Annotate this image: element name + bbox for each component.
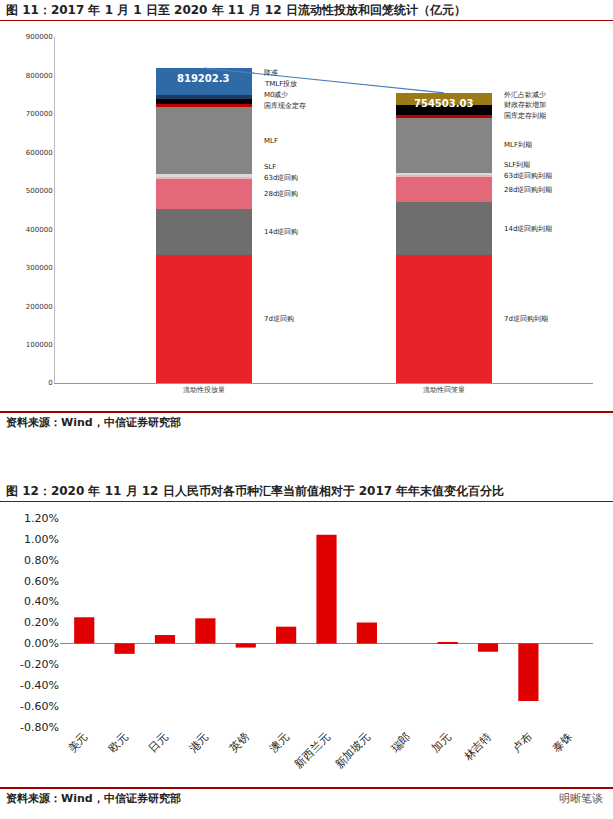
svg-text:瑞郎: 瑞郎 <box>389 730 414 755</box>
svg-text:600000: 600000 <box>26 149 53 157</box>
svg-text:MLF: MLF <box>264 137 278 145</box>
svg-text:日元: 日元 <box>146 730 171 755</box>
svg-text:-0.20%: -0.20% <box>20 658 59 671</box>
svg-text:28d逆回购到期: 28d逆回购到期 <box>504 186 552 194</box>
svg-text:新加坡元: 新加坡元 <box>333 730 373 770</box>
svg-text:7d逆回购到期: 7d逆回购到期 <box>504 315 548 323</box>
svg-text:降准: 降准 <box>264 69 278 77</box>
svg-text:14d逆回购到期: 14d逆回购到期 <box>504 225 552 233</box>
svg-text:美元: 美元 <box>65 730 90 755</box>
html-text:资料来源：Wind，中信证券研究部: 资料来源：Wind，中信证券研究部 <box>6 792 181 805</box>
svg-text:英镑: 英镑 <box>227 730 252 755</box>
svg-text:加元: 加元 <box>429 730 454 755</box>
svg-text:外汇占款减少: 外汇占款减少 <box>504 91 546 99</box>
svg-text:澳元: 澳元 <box>267 730 292 755</box>
svg-text:28d逆回购: 28d逆回购 <box>264 190 298 198</box>
svg-text:1.00%: 1.00% <box>24 533 59 546</box>
svg-text:300000: 300000 <box>26 264 53 272</box>
svg-text:819202.3: 819202.3 <box>177 73 230 84</box>
svg-text:SLF: SLF <box>264 163 276 171</box>
svg-text:欧元: 欧元 <box>106 730 131 755</box>
svg-text:财政存款增加: 财政存款增加 <box>504 101 546 109</box>
svg-text:0.20%: 0.20% <box>24 616 59 629</box>
svg-text:-0.60%: -0.60% <box>20 700 59 713</box>
svg-text:1.20%: 1.20% <box>24 512 59 525</box>
svg-text:TMLF投放: TMLF投放 <box>264 80 297 88</box>
html-text:资料来源：Wind，中信证券研究部: 资料来源：Wind，中信证券研究部 <box>6 416 181 429</box>
svg-text:14d逆回购: 14d逆回购 <box>264 228 298 236</box>
svg-text:0.80%: 0.80% <box>24 554 59 567</box>
svg-text:MLF到期: MLF到期 <box>504 141 532 149</box>
html-text:图 12：2020 年 11 月 12 日人民币对各币种汇率: 图 12：2020 年 11 月 12 日人民币对各币种汇率当前值相对于 201… <box>6 484 505 498</box>
svg-text:63d逆回购到期: 63d逆回购到期 <box>504 172 552 180</box>
svg-text:700000: 700000 <box>26 110 53 118</box>
svg-text:0.00%: 0.00% <box>24 637 59 650</box>
html-text:图 11：2017 年 1 月 1 日至 2020 年 11: 图 11：2017 年 1 月 1 日至 2020 年 11 月 12 日流动性… <box>6 3 466 17</box>
svg-text:0: 0 <box>48 379 52 387</box>
svg-text:M0减少: M0减少 <box>264 91 289 99</box>
svg-text:泰铢: 泰铢 <box>550 730 575 755</box>
svg-text:200000: 200000 <box>26 303 53 311</box>
svg-text:0.60%: 0.60% <box>24 575 59 588</box>
svg-text:500000: 500000 <box>26 187 53 195</box>
svg-text:港元: 港元 <box>187 730 212 755</box>
svg-text:卢布: 卢布 <box>510 730 535 755</box>
svg-text:800000: 800000 <box>26 72 53 80</box>
svg-text:754503.03: 754503.03 <box>414 98 474 109</box>
svg-text:900000: 900000 <box>26 33 53 41</box>
svg-text:0.40%: 0.40% <box>24 595 59 608</box>
svg-text:7d逆回购: 7d逆回购 <box>264 315 294 323</box>
svg-text:国库现金定存: 国库现金定存 <box>264 102 306 110</box>
svg-text:100000: 100000 <box>26 341 53 349</box>
svg-text:SLF到期: SLF到期 <box>504 161 530 169</box>
svg-text:400000: 400000 <box>26 226 53 234</box>
svg-text:国库定存到期: 国库定存到期 <box>504 112 546 120</box>
svg-text:流动性回笼量: 流动性回笼量 <box>423 386 465 394</box>
svg-text:林吉特: 林吉特 <box>461 730 494 763</box>
svg-text:-0.40%: -0.40% <box>20 679 59 692</box>
svg-text:新西兰元: 新西兰元 <box>292 730 332 770</box>
html-text:明晰笔谈: 明晰笔谈 <box>559 792 603 805</box>
svg-text:流动性投放量: 流动性投放量 <box>183 386 225 394</box>
svg-text:63d逆回购: 63d逆回购 <box>264 174 298 182</box>
svg-text:-0.80%: -0.80% <box>20 721 59 734</box>
